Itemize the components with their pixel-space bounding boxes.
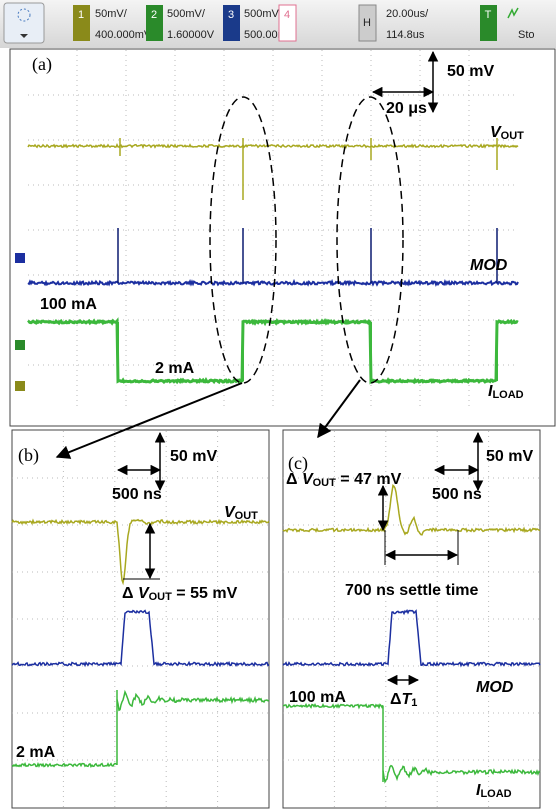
horizontal-position: 114.8us [386,29,425,41]
delta-sub: OUT [149,591,173,603]
channel-marker [15,381,25,391]
mod-label: MOD [476,679,514,696]
delta-prefix: Δ [122,585,138,602]
time-scale: 20 μs [386,100,427,117]
figure: 1 50mV/ 400.000mV 2 500mV/ 1.60000V 3 50… [0,0,556,812]
pulse-sub: 1 [411,697,417,709]
volt-scale: 50 mV [486,448,533,465]
channel-scale: 500mV/ [167,8,206,20]
delta-label: Δ VOUT = 47 mV [286,471,402,489]
panel-label: (b) [18,445,39,466]
low-current: 2 mA [16,744,56,761]
low-current: 2 mA [155,360,195,377]
mod-label: MOD [470,257,508,274]
delta-prefix: Δ [286,471,302,488]
trigger-status: Sto [518,29,535,41]
delta-suffix: = 55 mV [172,585,238,602]
settle-label: 700 ns settle time [345,582,479,599]
trigger-label: T [485,9,492,21]
delta-suffix: = 47 mV [336,471,402,488]
panel-a [10,49,555,426]
time-scale: 500 ns [112,486,162,503]
channel-number: 2 [151,9,157,21]
horizontal-scale: 20.00us/ [386,8,429,20]
vout-sub: OUT [501,130,525,142]
vout-sub: OUT [235,510,259,522]
iload-sub: LOAD [492,389,523,401]
channel-number: 1 [78,9,84,21]
delta-label: Δ VOUT = 55 mV [122,585,238,603]
iload-sub: LOAD [480,788,511,800]
channel-offset: 400.000mV [95,29,152,41]
channel-4[interactable]: 4 [279,5,296,41]
pulse-prefix: Δ [390,691,402,708]
channel-offset: 1.60000V [167,29,215,41]
channel-number: 4 [284,9,290,21]
channel-marker [15,340,25,350]
volt-scale: 50 mV [170,448,217,465]
channel-marker [15,253,25,263]
delta-sub: OUT [313,477,337,489]
channel-number: 3 [228,9,234,21]
panel-label: (a) [32,54,52,75]
high-current: 100 mA [40,296,97,313]
volt-scale: 50 mV [447,63,494,80]
channel-scale: 50mV/ [95,8,128,20]
horizontal-label: H [363,17,371,29]
time-scale: 500 ns [432,486,482,503]
channel-scale: 500mV/ [244,8,283,20]
high-current: 100 mA [289,689,346,706]
